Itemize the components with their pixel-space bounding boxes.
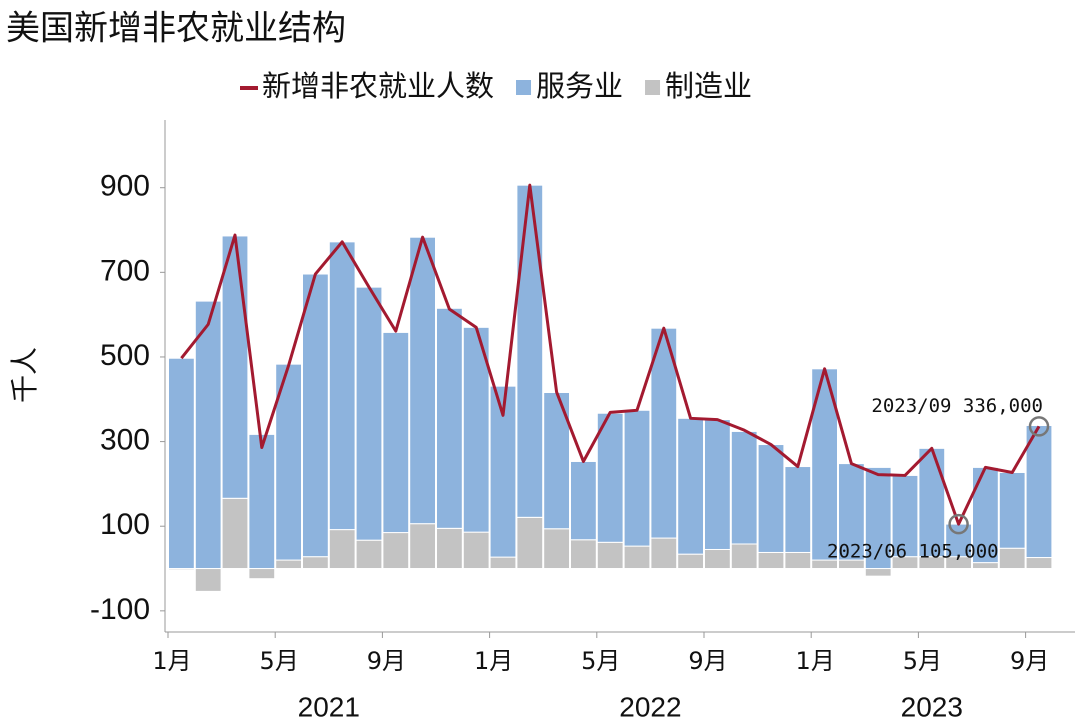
bar — [677, 553, 705, 570]
year-label: 2023 — [901, 691, 963, 722]
bar — [543, 528, 571, 570]
x-tick-label: 9月 — [367, 647, 406, 675]
legend-label: 服务业 — [536, 69, 623, 103]
bar — [194, 300, 222, 570]
bar — [623, 545, 651, 570]
bar — [864, 568, 892, 577]
annotation-marker — [948, 513, 969, 535]
bar — [328, 529, 356, 570]
bar — [596, 541, 624, 570]
bar — [730, 543, 758, 570]
bar — [864, 466, 892, 570]
annotation: 2023/09 336,000 — [871, 395, 1043, 417]
year-label: 2022 — [619, 691, 681, 722]
x-tick-label: 1月 — [796, 647, 835, 675]
bar — [730, 430, 758, 545]
bar — [704, 419, 731, 550]
bar — [409, 523, 437, 570]
bar — [382, 532, 410, 570]
bar — [328, 241, 356, 531]
legend-swatch — [516, 80, 532, 95]
bar — [275, 363, 303, 561]
bar — [1025, 425, 1053, 559]
x-tick-label: 9月 — [1010, 647, 1049, 675]
y-tick-label: 300 — [100, 424, 150, 457]
bar — [891, 474, 919, 558]
x-tick-label: 5月 — [581, 647, 620, 675]
bar — [623, 409, 651, 547]
bar — [1025, 557, 1053, 570]
bar — [516, 184, 544, 518]
bar — [757, 444, 785, 553]
bar — [704, 548, 731, 570]
bar — [677, 417, 705, 555]
y-tick-label: 500 — [100, 339, 150, 372]
bar — [596, 412, 624, 543]
x-tick-label: 1月 — [152, 647, 191, 675]
bar — [302, 556, 329, 570]
y-tick-label: 900 — [100, 170, 150, 203]
x-tick-label: 5月 — [260, 647, 299, 675]
bar — [168, 357, 195, 570]
bar — [221, 235, 249, 499]
bar — [355, 286, 383, 541]
bar — [918, 447, 946, 558]
bar — [462, 531, 490, 570]
bar — [489, 556, 517, 570]
bar — [436, 307, 463, 529]
bar — [194, 568, 222, 592]
bar — [382, 331, 410, 534]
bar — [436, 527, 463, 570]
x-tick-label: 9月 — [688, 647, 727, 675]
bar — [757, 551, 785, 570]
bar — [275, 559, 303, 570]
bar — [650, 537, 678, 570]
annotation: 2023/06 105,000 — [827, 541, 999, 563]
bar — [248, 433, 276, 570]
bar — [516, 516, 544, 570]
legend-label: 新增非农就业人数 — [262, 69, 494, 103]
year-label: 2021 — [298, 691, 360, 722]
bar — [998, 471, 1026, 549]
legend-swatch — [645, 80, 661, 95]
y-tick-label: 100 — [100, 508, 150, 541]
bar — [302, 273, 329, 558]
bar — [462, 326, 490, 533]
bar — [784, 551, 812, 570]
bar — [221, 497, 249, 570]
annotation-marker — [1028, 416, 1050, 437]
bar — [248, 568, 276, 580]
y-axis-label: 千人 — [8, 347, 41, 403]
legend-label: 制造业 — [665, 69, 752, 103]
bar — [355, 539, 383, 570]
line — [180, 183, 1041, 526]
bar — [570, 539, 597, 570]
bar — [570, 460, 597, 541]
chart-title: 美国新增非农就业结构 — [6, 9, 346, 49]
bar — [998, 547, 1026, 570]
x-tick-label: 5月 — [903, 647, 942, 675]
bar — [784, 466, 812, 553]
y-tick-label: 700 — [100, 254, 150, 287]
x-tick-label: 1月 — [474, 647, 513, 675]
bar — [409, 236, 437, 525]
y-tick-label: -100 — [90, 593, 150, 626]
bar — [972, 562, 999, 570]
